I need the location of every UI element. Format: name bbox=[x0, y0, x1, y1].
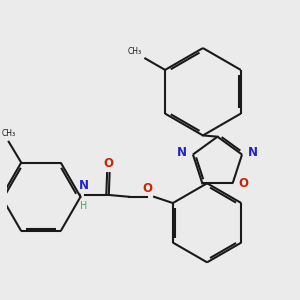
Text: N: N bbox=[177, 146, 187, 159]
Text: N: N bbox=[248, 146, 258, 159]
Text: O: O bbox=[238, 177, 248, 190]
Text: N: N bbox=[78, 179, 88, 192]
Text: O: O bbox=[142, 182, 152, 195]
Text: CH₃: CH₃ bbox=[2, 129, 16, 138]
Text: H: H bbox=[80, 200, 87, 211]
Text: O: O bbox=[103, 157, 113, 170]
Text: CH₃: CH₃ bbox=[128, 47, 142, 56]
